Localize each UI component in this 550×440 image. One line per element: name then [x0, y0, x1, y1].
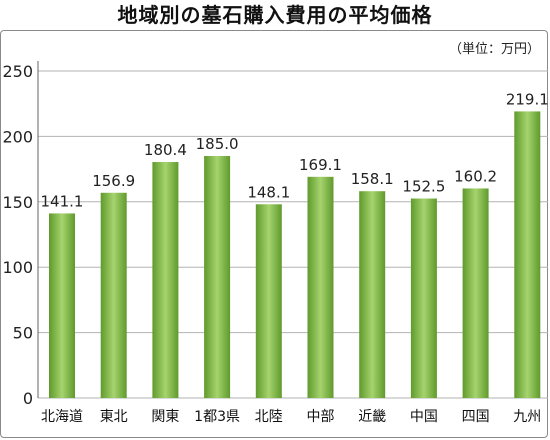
chart-title: 地域別の墓石購入費用の平均価格: [117, 3, 433, 27]
x-tick-label: 四国: [462, 409, 490, 425]
bar: [514, 111, 541, 398]
y-tick-label: 0: [23, 389, 33, 408]
x-tick-label: 東北: [100, 409, 128, 425]
data-label: 158.1: [351, 170, 394, 188]
data-label: 219.1: [506, 90, 549, 108]
bar: [462, 188, 489, 398]
bar: [410, 198, 437, 398]
x-tick-label: 北海道: [41, 409, 83, 425]
bar: [255, 204, 282, 398]
x-tick-label: 中国: [410, 409, 438, 425]
x-tick-label: 北陸: [255, 409, 283, 425]
y-tick-label: 250: [2, 62, 33, 81]
bar: [152, 162, 179, 398]
bar: [359, 191, 386, 398]
data-label: 169.1: [299, 156, 342, 174]
x-tick-label: 近畿: [358, 409, 386, 425]
data-label: 152.5: [402, 178, 445, 196]
x-tick-label: 関東: [151, 409, 179, 425]
bar: [204, 156, 231, 398]
data-label: 141.1: [41, 192, 84, 210]
data-label: 148.1: [247, 183, 290, 201]
data-label: 160.2: [454, 167, 497, 185]
y-tick-label: 150: [2, 193, 33, 212]
x-tick-label: 九州: [513, 409, 541, 425]
y-tick-label: 50: [13, 324, 33, 343]
data-label: 156.9: [92, 172, 135, 190]
labels: 0 50 100 150 200 250 141.1 北海道 156.9 東北 180.4 関東 185…: [2, 62, 548, 425]
x-tick-label: 中部: [307, 409, 335, 425]
data-label: 180.4: [144, 141, 187, 159]
bar: [307, 176, 334, 398]
bar: [100, 192, 127, 398]
bars: [49, 111, 541, 398]
bar: [49, 213, 75, 398]
data-label: 185.0: [196, 135, 239, 153]
unit-label: （単位：万円）: [448, 42, 540, 57]
y-tick-label: 200: [2, 127, 33, 146]
y-tick-label: 100: [2, 258, 33, 277]
x-tick-label: 1都3県: [194, 409, 240, 425]
